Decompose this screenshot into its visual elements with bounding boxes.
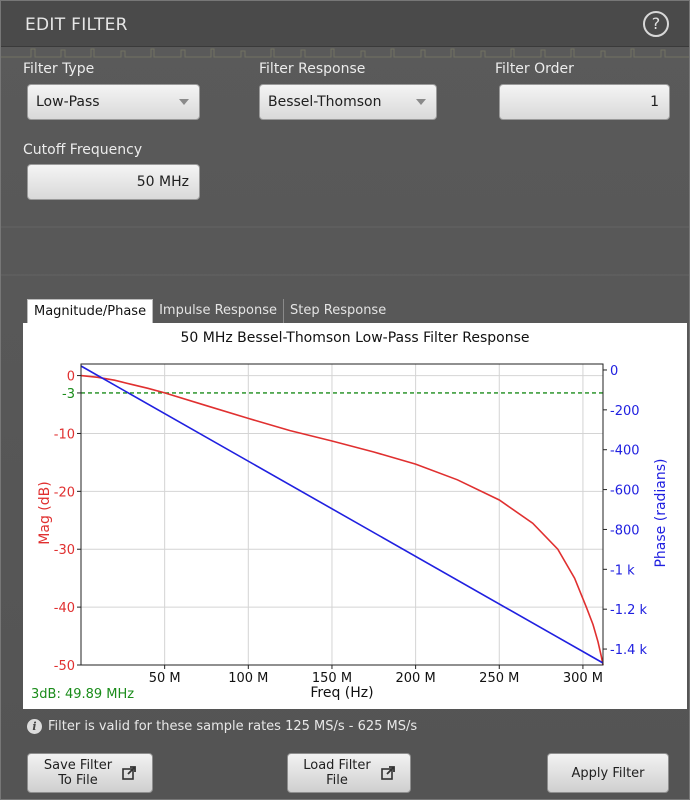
y-axis-left-label: Mag (dB) [37, 481, 53, 544]
chart-title: 50 MHz Bessel-Thomson Low-Pass Filter Re… [181, 330, 530, 346]
x-tick-label: 200 M [396, 671, 436, 686]
chart-marks [81, 366, 603, 665]
tab-step-response[interactable]: Step Response [284, 299, 392, 323]
apply-filter-label: Apply Filter [571, 766, 644, 781]
y-left-tick-label: -40 [54, 601, 75, 616]
chart-panel: 50 MHz Bessel-Thomson Low-Pass Filter Re… [23, 323, 687, 709]
x-tick-label: 100 M [228, 671, 268, 686]
x-axis-label: Freq (Hz) [310, 685, 373, 701]
magnitude-series-line [81, 376, 603, 665]
info-icon: i [27, 719, 42, 734]
filter-response-label: Filter Response [259, 61, 365, 77]
y-right-tick-label: -800 [610, 523, 640, 538]
save-filter-button[interactable]: Save Filter To File [27, 753, 153, 793]
y-left-tick-label: -50 [54, 659, 75, 674]
y-right-tick-label: 0 [610, 364, 618, 379]
save-filter-label: Save Filter To File [44, 758, 112, 788]
load-filter-button[interactable]: Load Filter File [287, 753, 411, 793]
y-left-tick-label: -30 [54, 543, 75, 558]
x-tick-label: 300 M [563, 671, 603, 686]
y-left-tick-label: -10 [54, 427, 75, 442]
cutoff-frequency-value: 50 MHz [28, 174, 199, 190]
3db-annotation: 3dB: 49.89 MHz [31, 687, 134, 702]
load-filter-label: Load Filter File [303, 758, 371, 788]
title-bar: EDIT FILTER ? [1, 1, 689, 47]
filter-order-input[interactable]: 1 [499, 84, 670, 120]
phase-series-line [81, 366, 603, 663]
x-tick-label: 250 M [479, 671, 519, 686]
help-icon[interactable]: ? [643, 11, 669, 37]
y-right-tick-label: -400 [610, 444, 640, 459]
tab-impulse-response[interactable]: Impulse Response [153, 299, 284, 323]
x-tick-label: 150 M [312, 671, 352, 686]
external-link-icon [381, 766, 395, 780]
filter-order-label: Filter Order [495, 61, 574, 77]
y-left-tick-label: -3 [62, 387, 75, 402]
filter-type-label: Filter Type [23, 61, 94, 77]
response-tabs: Magnitude/Phase Impulse Response Step Re… [27, 299, 392, 323]
info-text: Filter is valid for these sample rates 1… [48, 719, 417, 734]
filter-response-chart: 50 MHz Bessel-Thomson Low-Pass Filter Re… [23, 323, 687, 709]
y-right-tick-label: -200 [610, 404, 640, 419]
dropdown-arrow-icon [179, 99, 189, 105]
cutoff-frequency-input[interactable]: 50 MHz [27, 164, 200, 200]
filter-type-value: Low-Pass [28, 94, 179, 110]
dropdown-arrow-icon [416, 99, 426, 105]
y-right-tick-label: -1.4 k [610, 643, 647, 658]
filter-type-dropdown[interactable]: Low-Pass [27, 84, 200, 120]
external-link-icon [122, 766, 136, 780]
filter-order-value: 1 [500, 94, 669, 110]
y-right-tick-label: -600 [610, 484, 640, 499]
apply-filter-button[interactable]: Apply Filter [547, 753, 669, 793]
sample-rate-info: i Filter is valid for these sample rates… [27, 719, 417, 734]
x-tick-label: 50 M [149, 671, 181, 686]
y-right-tick-label: -1.2 k [610, 603, 647, 618]
y-left-tick-label: 0 [67, 370, 75, 385]
dialog-title: EDIT FILTER [25, 15, 128, 35]
y-right-tick-label: -1 k [610, 563, 635, 578]
cutoff-frequency-label: Cutoff Frequency [23, 142, 142, 158]
y-left-tick-label: -20 [54, 485, 75, 500]
filter-response-value: Bessel-Thomson [260, 94, 416, 110]
filter-response-dropdown[interactable]: Bessel-Thomson [259, 84, 437, 120]
tab-magnitude-phase[interactable]: Magnitude/Phase [27, 299, 153, 323]
y-axis-right-label: Phase (radians) [653, 458, 669, 567]
